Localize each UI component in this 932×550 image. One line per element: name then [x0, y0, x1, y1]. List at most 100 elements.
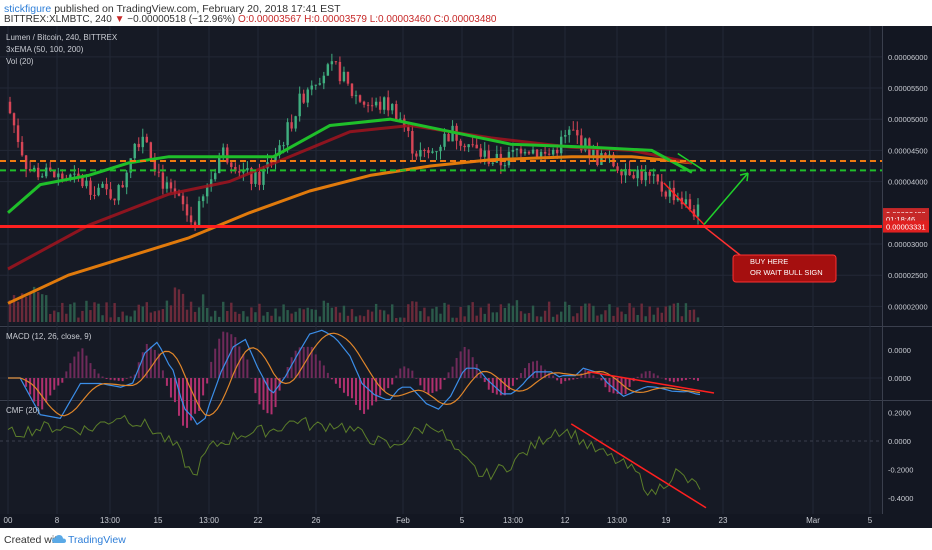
- cmf-tick-label: -0.4000: [888, 494, 913, 503]
- ema50-line: [7, 117, 693, 214]
- volume-bar: [576, 313, 579, 322]
- annotation-text-line-2: OR WAIT BULL SIGN: [750, 268, 823, 277]
- author-link[interactable]: stickfigure: [4, 3, 52, 15]
- vertical-grid: [7, 26, 871, 514]
- candle-body: [8, 101, 12, 114]
- macd-histogram-bar: [254, 378, 257, 394]
- levels: [0, 160, 882, 229]
- candle-body: [346, 71, 350, 84]
- candle-body: [302, 93, 305, 103]
- volume-bar: [169, 305, 173, 322]
- macd-histogram-bar: [173, 378, 176, 403]
- macd-histogram-bar: [467, 349, 470, 378]
- candle-body: [81, 176, 84, 187]
- macd-label[interactable]: MACD (12, 26, close, 9): [6, 332, 92, 341]
- candle-body: [487, 150, 490, 164]
- volume-bar: [680, 316, 684, 322]
- candle-body: [322, 75, 326, 84]
- macd-histogram-bar: [346, 378, 349, 397]
- candle-body: [197, 201, 201, 227]
- volume-bar: [322, 300, 326, 322]
- macd-histogram-bar: [234, 337, 237, 378]
- volume-bar: [318, 316, 322, 322]
- volume-bar: [491, 312, 495, 322]
- candle-body: [370, 105, 374, 107]
- candle-body: [576, 129, 579, 136]
- candle-body: [374, 101, 378, 106]
- time-tick-label: 23: [719, 516, 728, 525]
- volume-bar: [113, 303, 116, 322]
- macd-histogram-bar: [580, 373, 583, 378]
- volume-bar: [189, 301, 193, 322]
- macd-histogram-bar: [246, 359, 249, 378]
- cmf-tick-label: -0.2000: [888, 465, 913, 474]
- price-scale[interactable]: 0.00006000 0.00005500 0.00005000 0.00004500…: [883, 53, 929, 503]
- macd-histogram-bar: [572, 378, 575, 380]
- macd-histogram-bar: [568, 378, 571, 381]
- macd-histogram-bar: [93, 369, 96, 378]
- volume-bar: [8, 300, 12, 322]
- volume-bar: [415, 301, 418, 322]
- candle-body: [584, 138, 587, 151]
- chart-title: Lumen / Bitcoin, 240, BITTREX: [6, 33, 118, 42]
- candle-body: [338, 61, 342, 82]
- time-scale[interactable]: 00 8 13:00 15 13:00 22 26 Feb 5 13:00 12 13:00 19 23 M…: [4, 516, 873, 525]
- chart-area[interactable]: 0.000060000.000055000.000050000.00004500…: [0, 26, 932, 528]
- annotations: [570, 152, 749, 509]
- candle-body: [113, 198, 116, 201]
- ema-indicator-label[interactable]: 3xEMA (50, 100, 200): [6, 45, 84, 54]
- candle-body: [77, 173, 80, 177]
- volume-bar: [334, 306, 338, 322]
- volume-bar: [378, 309, 382, 322]
- macd-histogram-bar: [696, 378, 699, 381]
- volume-bar: [572, 316, 575, 322]
- macd-histogram-bar: [616, 378, 619, 395]
- volume-bar: [411, 301, 414, 322]
- footer: Created with TradingView: [0, 528, 932, 550]
- volume-bar: [16, 301, 20, 322]
- macd-histogram-bar: [552, 375, 555, 378]
- price-tick-label: 0.00005500: [888, 84, 928, 93]
- volume-bar: [193, 311, 197, 322]
- volume-bar: [65, 313, 68, 322]
- time-tick-label: 19: [662, 516, 671, 525]
- candle-body: [535, 149, 539, 158]
- candle-body: [286, 122, 289, 146]
- volume-bar: [213, 310, 217, 322]
- green-projection: [677, 152, 705, 172]
- cmf-trendline: [570, 423, 707, 509]
- volume-bar: [427, 316, 430, 322]
- volume-bar: [656, 307, 659, 322]
- candle-body: [362, 101, 366, 105]
- candle-body: [463, 145, 466, 148]
- volume-bar: [559, 311, 563, 322]
- macd-histogram-bar: [499, 378, 502, 396]
- price-tick-label: 0.00002000: [888, 302, 928, 311]
- volume-bar: [535, 316, 539, 322]
- candle-body: [105, 183, 108, 190]
- tradingview-brand[interactable]: TradingView: [68, 534, 126, 546]
- volume-bar: [423, 307, 426, 322]
- candle-body: [523, 151, 527, 154]
- macd-histogram-bar: [105, 378, 108, 379]
- annotation-callout[interactable]: [732, 254, 837, 283]
- volume-indicator-label[interactable]: Vol (20): [6, 57, 34, 66]
- volume-bars: [8, 286, 700, 322]
- macd-histogram-bar: [692, 378, 695, 380]
- candle-body: [391, 104, 394, 111]
- candle-body: [511, 149, 515, 152]
- macd-histogram-bar: [523, 368, 526, 378]
- volume-bar: [270, 315, 273, 322]
- macd-histogram-bar: [487, 378, 490, 390]
- cmf-pane[interactable]: [0, 402, 882, 514]
- cmf-label[interactable]: CMF (20): [6, 406, 40, 415]
- volume-bar: [153, 311, 157, 322]
- volume-bar: [354, 316, 358, 322]
- price-tick-label: 0.00004000: [888, 178, 928, 187]
- volume-bar: [435, 306, 438, 322]
- price-tick-label: 0.00005000: [888, 115, 928, 124]
- volume-bar: [543, 310, 547, 322]
- volume-bar: [467, 305, 470, 322]
- volume-bar: [539, 316, 543, 322]
- symbol-label: BITTREX:XLMBTC, 240: [4, 14, 112, 25]
